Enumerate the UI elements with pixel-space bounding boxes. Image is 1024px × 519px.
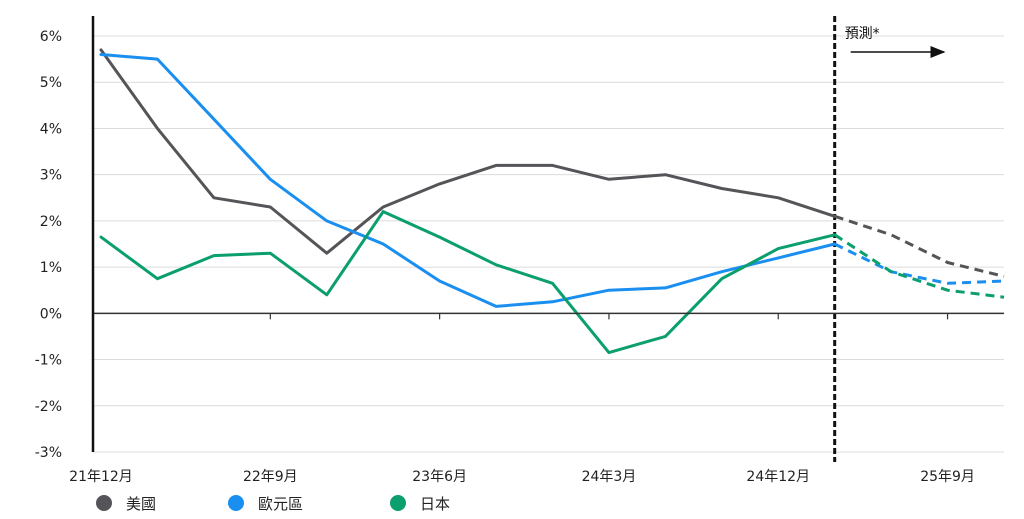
legend-marker-us xyxy=(96,495,112,511)
legend-label-eurozone: 歐元區 xyxy=(258,495,303,513)
y-tick-label: 1% xyxy=(40,260,62,276)
y-tick-label: 5% xyxy=(40,75,62,91)
x-tick-label: 23年6月 xyxy=(412,469,467,485)
legend-label-japan: 日本 xyxy=(420,495,450,513)
y-tick-label: -2% xyxy=(35,399,62,415)
series-forecast-line-japan xyxy=(833,233,1005,299)
x-tick-label: 22年9月 xyxy=(243,469,298,485)
series-forecast-line-eurozone xyxy=(834,242,1005,285)
series-forecast-line-us xyxy=(834,214,1005,278)
y-tick-label: 6% xyxy=(40,29,62,45)
y-tick-label: -3% xyxy=(35,445,62,461)
series-line-eurozone xyxy=(99,53,837,308)
legend-marker-japan xyxy=(390,495,406,511)
series-line-japan xyxy=(99,210,837,355)
y-tick-label: -1% xyxy=(35,353,62,369)
y-tick-label: 0% xyxy=(40,306,62,322)
legend-marker-eurozone xyxy=(228,495,244,511)
x-tick-label: 21年12月 xyxy=(69,469,133,485)
x-tick-label: 24年3月 xyxy=(582,469,637,485)
y-tick-label: 3% xyxy=(40,168,62,184)
y-tick-label: 4% xyxy=(40,121,62,137)
y-tick-label: 2% xyxy=(40,214,62,230)
forecast-label: 預測* xyxy=(845,26,880,42)
series-line-us xyxy=(99,48,837,255)
x-tick-label: 25年9月 xyxy=(920,469,975,485)
x-tick-label: 24年12月 xyxy=(746,469,810,485)
legend-label-us: 美國 xyxy=(126,495,156,513)
